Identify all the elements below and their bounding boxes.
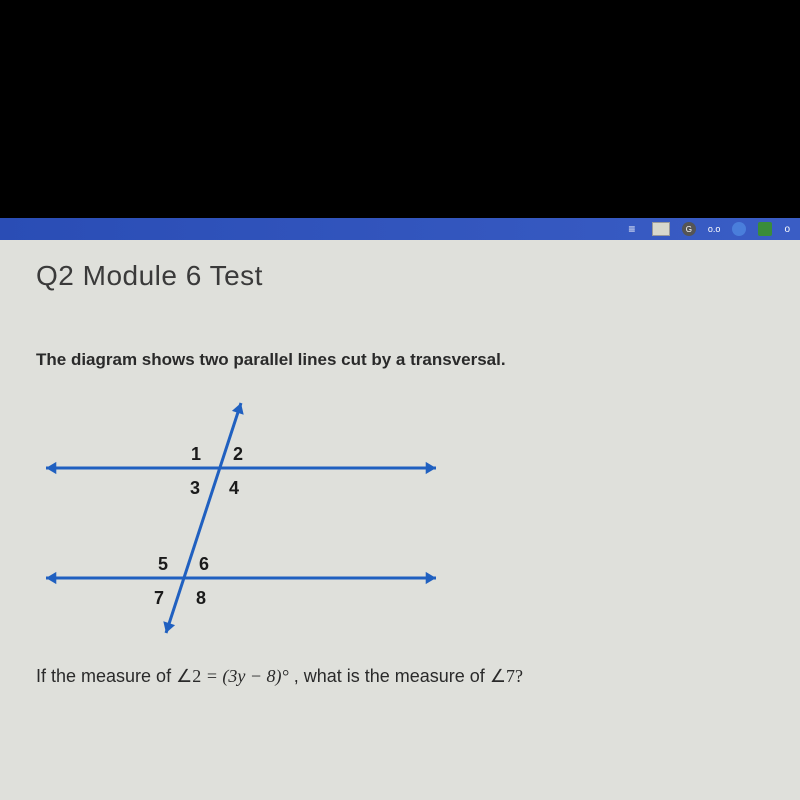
taskbar: ≡ G o.o o	[0, 218, 800, 240]
svg-text:4: 4	[229, 478, 239, 498]
svg-text:7: 7	[154, 588, 164, 608]
expr-rest: − 8)°	[245, 666, 288, 686]
question-suffix: , what is the measure of	[289, 666, 490, 686]
svg-text:5: 5	[158, 554, 168, 574]
taskbar-text: o.o	[708, 224, 721, 234]
taskbar-menu-icon: ≡	[624, 221, 640, 237]
svg-text:3: 3	[190, 478, 200, 498]
diagram-svg: 1 2 3 4 5 6 7 8	[36, 398, 456, 638]
angle-given: ∠2	[176, 666, 201, 686]
page-title: Q2 Module 6 Test	[36, 260, 764, 292]
svg-text:2: 2	[233, 444, 243, 464]
taskbar-window-icon	[652, 222, 670, 236]
content-area: Q2 Module 6 Test The diagram shows two p…	[0, 240, 800, 800]
taskbar-o-icon: o	[784, 224, 790, 235]
taskbar-globe-icon: G	[682, 222, 696, 236]
expr-open: (3	[222, 666, 237, 686]
svg-text:1: 1	[191, 444, 201, 464]
question-prefix: If the measure of	[36, 666, 176, 686]
svg-text:6: 6	[199, 554, 209, 574]
angle-asked: ∠7?	[490, 666, 523, 686]
taskbar-blue-icon	[732, 222, 746, 236]
problem-statement: The diagram shows two parallel lines cut…	[36, 350, 764, 370]
parallel-lines-diagram: 1 2 3 4 5 6 7 8	[36, 398, 456, 638]
taskbar-green-icon	[758, 222, 772, 236]
question-text: If the measure of ∠2 = (3y − 8)° , what …	[36, 666, 764, 687]
svg-text:8: 8	[196, 588, 206, 608]
equals-sign: =	[201, 666, 222, 686]
top-black-region	[0, 0, 800, 218]
